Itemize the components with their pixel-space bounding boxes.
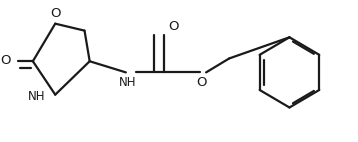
Text: NH: NH	[28, 90, 45, 103]
Text: O: O	[0, 54, 10, 67]
Text: O: O	[168, 20, 179, 33]
Text: NH: NH	[119, 76, 136, 89]
Text: O: O	[51, 7, 61, 20]
Text: O: O	[197, 76, 207, 89]
